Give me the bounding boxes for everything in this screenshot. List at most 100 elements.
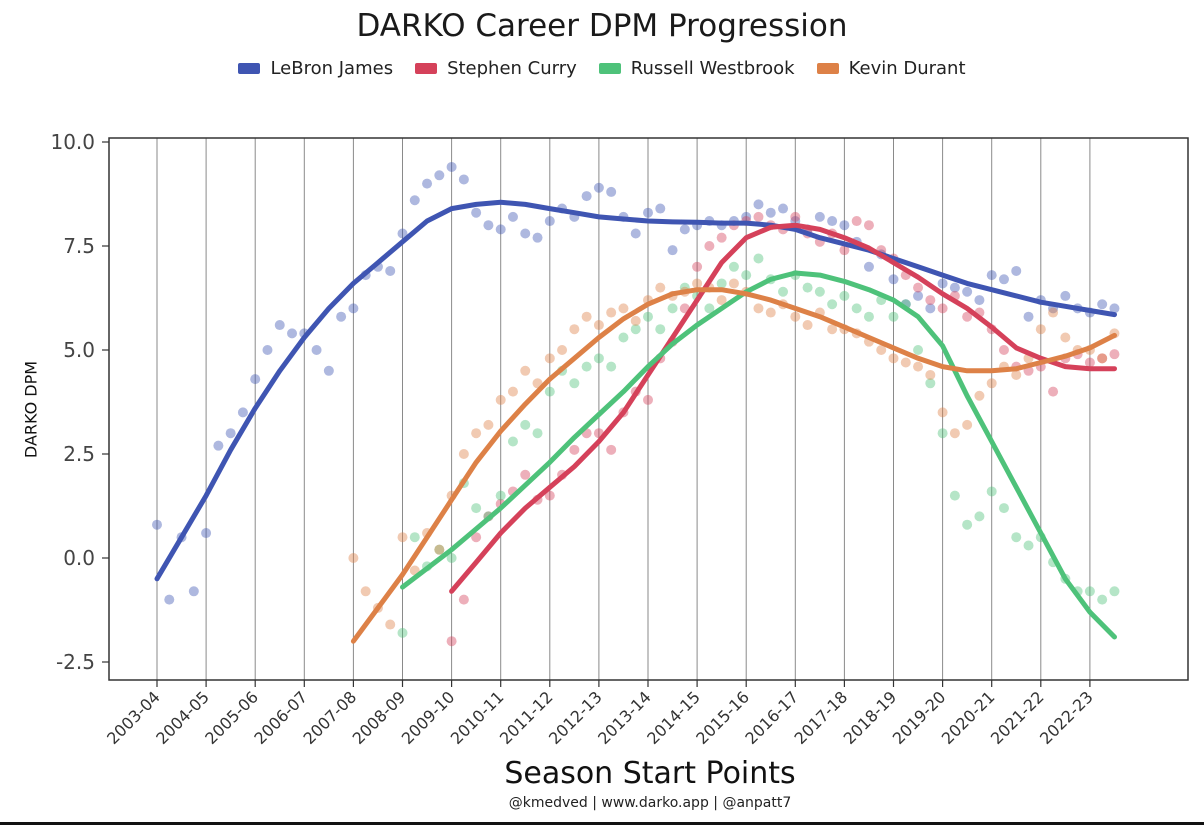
legend-item-durant[interactable]: Kevin Durant: [816, 58, 966, 79]
data-point: [937, 278, 948, 289]
data-point: [1109, 586, 1120, 597]
data-point: [716, 278, 727, 289]
data-point: [471, 207, 482, 218]
bottom-rule: [0, 822, 1204, 825]
trend-line-series-2: [400, 270, 1117, 640]
data-point: [360, 586, 371, 597]
data-point: [397, 627, 408, 638]
data-point: [900, 357, 911, 368]
x-tick-label: 2022-23: [1036, 687, 1097, 748]
data-point: [753, 199, 764, 210]
data-point: [581, 311, 592, 322]
data-point: [409, 195, 420, 206]
data-point: [728, 261, 739, 272]
data-point: [753, 211, 764, 222]
data-point: [606, 186, 617, 197]
data-point: [323, 365, 334, 376]
data-point: [949, 282, 960, 293]
data-point: [839, 220, 850, 231]
data-point: [827, 216, 838, 227]
data-point: [606, 444, 617, 455]
legend-item-westbrook[interactable]: Russell Westbrook: [598, 58, 795, 79]
data-point: [925, 303, 936, 314]
data-point: [569, 324, 580, 335]
data-point: [434, 544, 445, 555]
data-point: [839, 245, 850, 256]
data-point: [1097, 353, 1108, 364]
data-point: [471, 428, 482, 439]
data-point: [913, 361, 924, 372]
data-point: [152, 519, 162, 530]
data-point: [201, 528, 212, 539]
data-point: [569, 444, 580, 455]
data-point: [655, 282, 666, 293]
data-point: [1084, 586, 1095, 597]
data-point: [692, 278, 703, 289]
data-point: [606, 361, 617, 372]
legend-swatch-curry: [415, 63, 438, 74]
data-point: [962, 286, 973, 297]
data-point: [851, 216, 862, 227]
data-point: [962, 519, 973, 530]
data-point: [520, 419, 531, 430]
data-point: [814, 286, 825, 297]
chart-title: DARKO Career DPM Progression: [356, 8, 848, 44]
y-tick-label: 10.0: [50, 130, 95, 154]
data-point: [164, 594, 175, 605]
data-point: [1084, 357, 1095, 368]
data-point: [287, 328, 298, 339]
data-point: [593, 182, 604, 193]
data-point: [925, 378, 936, 389]
legend-label-lebron: LeBron James: [270, 58, 394, 79]
data-point: [557, 345, 568, 355]
data-point: [986, 378, 997, 389]
data-point: [581, 361, 592, 372]
data-point: [728, 278, 739, 289]
data-point: [520, 469, 531, 480]
data-point: [397, 532, 408, 543]
data-point: [1011, 369, 1022, 380]
data-point: [385, 265, 396, 276]
x-tick-label: 2011-12: [496, 687, 557, 748]
data-point: [790, 311, 801, 322]
data-point: [716, 232, 727, 243]
data-point: [937, 303, 948, 314]
x-tick-label: 2006-07: [250, 687, 311, 748]
data-point: [311, 345, 322, 355]
data-point: [1048, 386, 1059, 397]
data-point: [434, 544, 445, 555]
data-point: [1011, 532, 1022, 543]
data-point: [888, 353, 899, 364]
data-point: [458, 449, 469, 459]
x-tick-label: 2007-08: [300, 687, 361, 748]
data-point: [446, 636, 457, 647]
x-tick-label: 2010-11: [447, 687, 508, 748]
trend-lines: [154, 199, 1117, 644]
data-point: [385, 619, 396, 630]
data-point: [1035, 324, 1046, 335]
data-point: [446, 553, 457, 563]
data-point: [778, 286, 789, 297]
data-point: [814, 211, 825, 222]
data-point: [593, 320, 604, 331]
data-point: [679, 224, 690, 235]
legend-item-curry[interactable]: Stephen Curry: [415, 58, 577, 79]
x-tick-label: 2005-06: [201, 687, 262, 748]
data-point: [471, 532, 482, 543]
data-point: [569, 378, 580, 389]
trend-line-series-0: [154, 199, 1117, 582]
data-point: [839, 290, 850, 301]
data-point: [1097, 353, 1108, 364]
y-tick-label: 5.0: [63, 338, 95, 362]
legend-item-lebron[interactable]: LeBron James: [238, 58, 393, 79]
data-point: [495, 490, 506, 501]
data-point: [520, 228, 531, 239]
data-point: [1060, 332, 1071, 343]
data-point: [937, 428, 948, 439]
data-point: [913, 345, 924, 355]
x-tick-label: 2008-09: [349, 687, 410, 748]
data-point: [753, 303, 764, 314]
data-point: [986, 486, 997, 497]
data-point: [643, 207, 653, 218]
